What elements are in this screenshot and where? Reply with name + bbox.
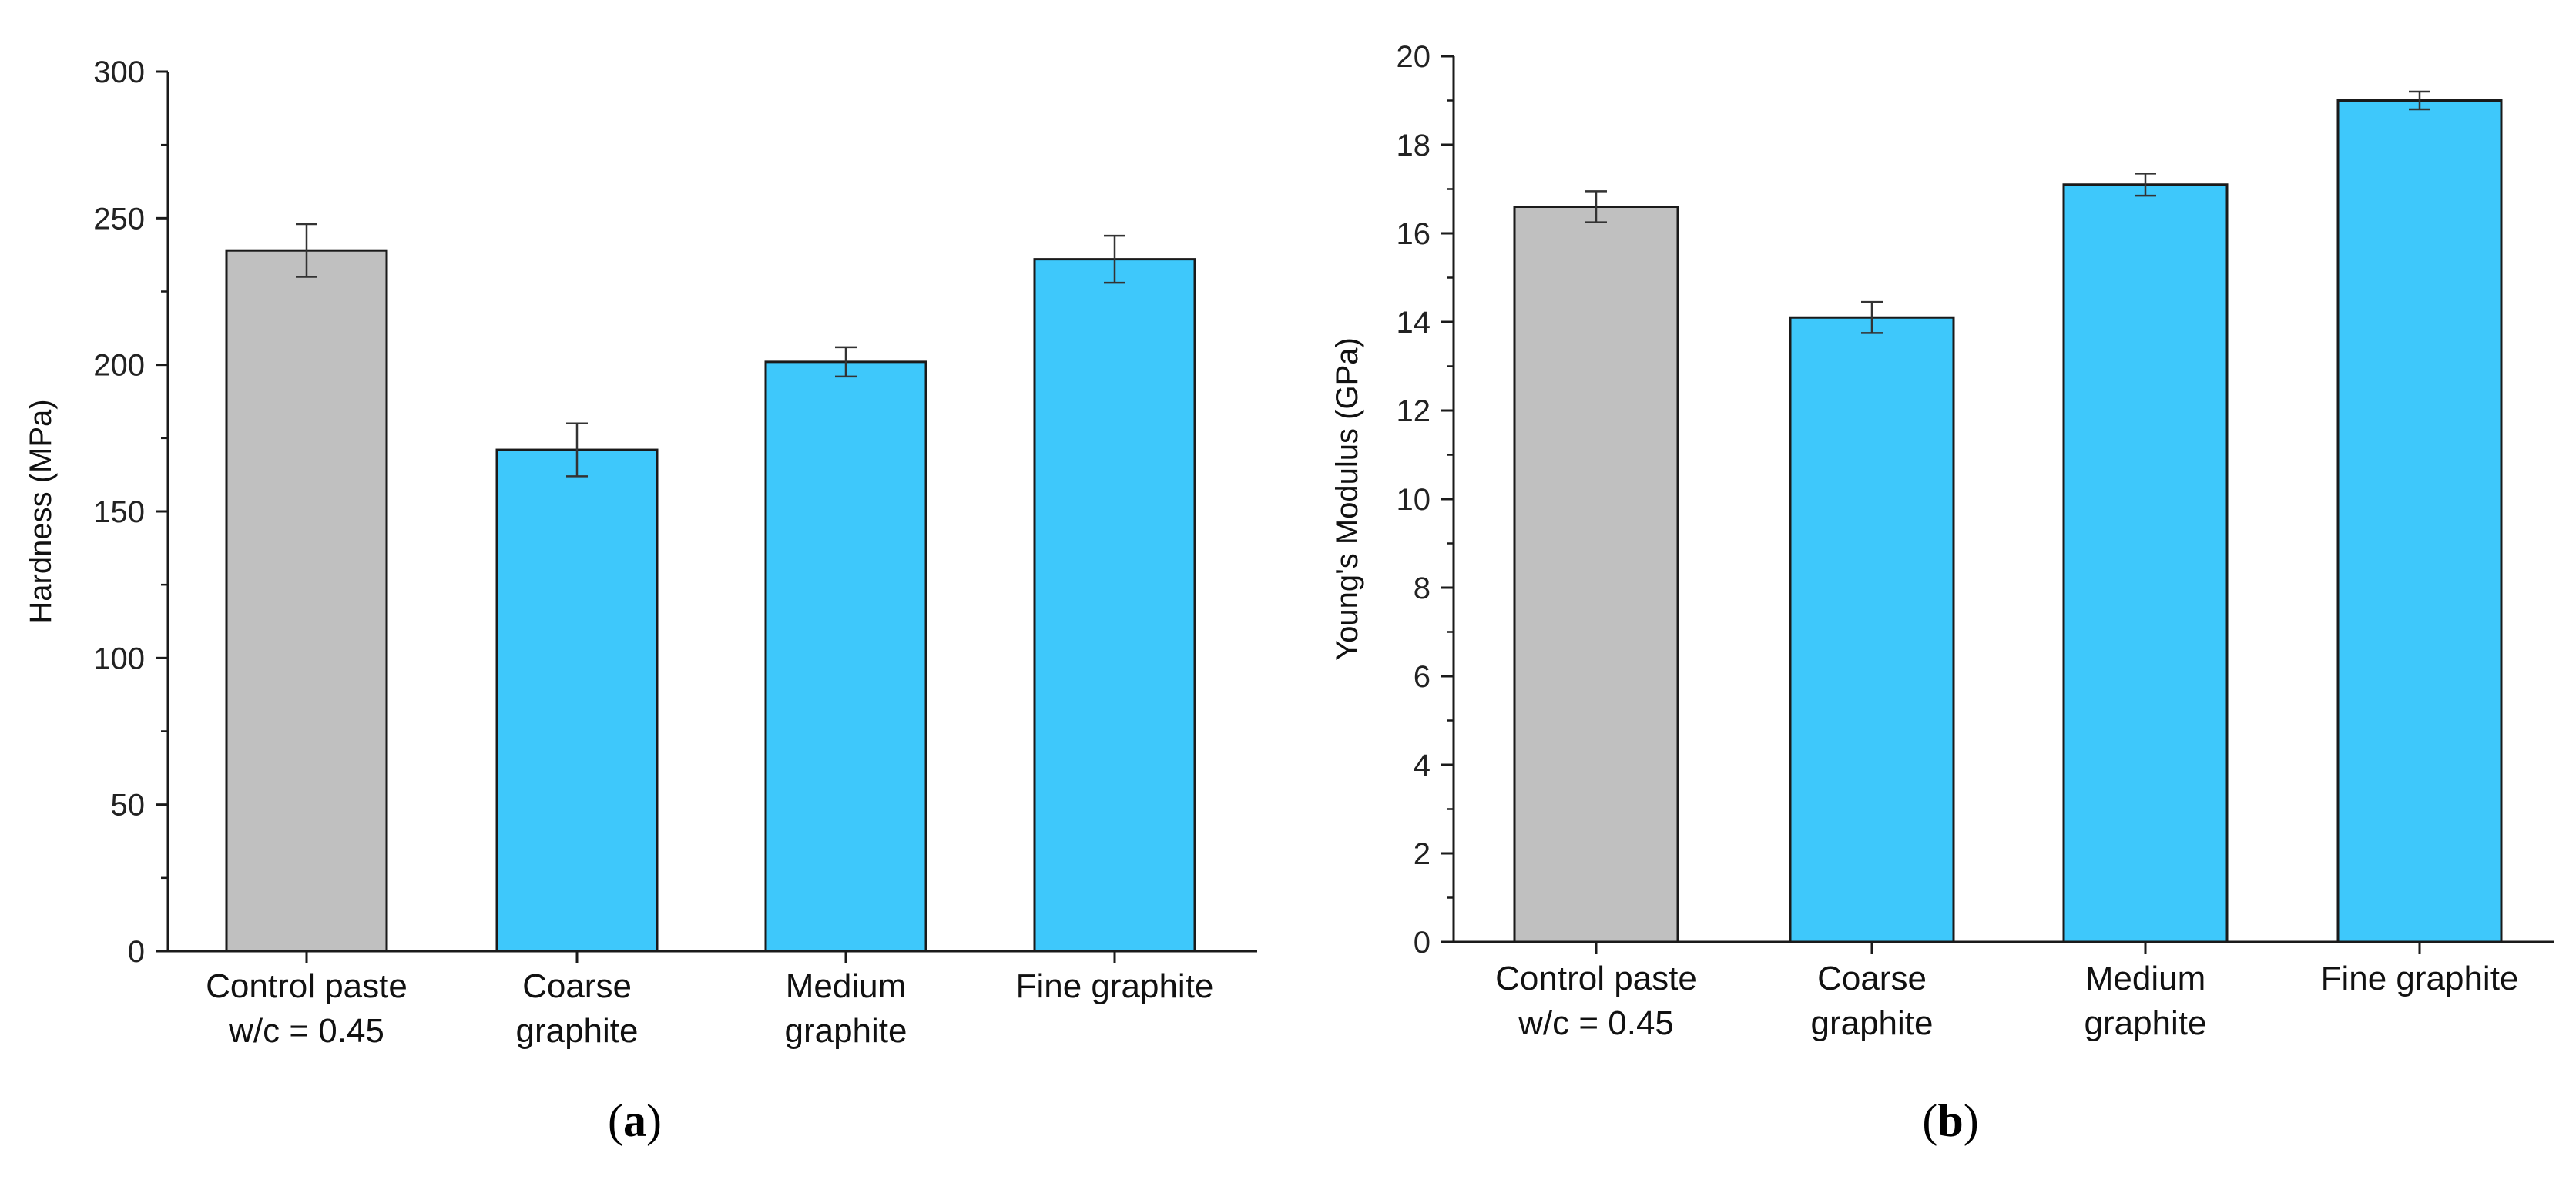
- caption-letter: b: [1937, 1095, 1963, 1146]
- bar-b-0: [1513, 206, 1679, 943]
- x-tick-label-a-2: Medium graphite: [784, 967, 907, 1050]
- bar-a-2: [764, 360, 927, 953]
- y-tick-label-b: 20: [1397, 40, 1431, 74]
- x-tick-label-line: Medium: [2085, 960, 2206, 997]
- x-tick-label-line: graphite: [515, 1012, 638, 1050]
- bar-a-0: [225, 249, 388, 953]
- x-tick-label-line: graphite: [2084, 1004, 2206, 1042]
- y-tick-label-b: 10: [1397, 483, 1431, 517]
- bar-b-1: [1789, 316, 1955, 943]
- caption-paren-open: (: [608, 1095, 623, 1146]
- error-bar-b-3: [2409, 90, 2430, 111]
- error-bar-a-2: [835, 346, 857, 378]
- y-tick-label-b: 2: [1414, 837, 1431, 871]
- x-tick-label-b-0: Control paste w/c = 0.45: [1495, 960, 1697, 1042]
- panel-a-hardness-chart: 0 50 100 150 200 250 300 Control paste w/c = 0.4…: [24, 55, 1257, 1146]
- panel-caption-a: (a): [608, 1095, 662, 1146]
- panel-caption-b: (b): [1922, 1095, 1978, 1146]
- x-tick-label-b-2: Medium graphite: [2084, 960, 2206, 1042]
- caption-paren-close: ): [1964, 1095, 1979, 1146]
- y-tick-label-b: 0: [1414, 926, 1431, 960]
- error-bar-a-0: [296, 223, 317, 278]
- caption-paren-open: (: [1922, 1095, 1937, 1146]
- error-bar-a-3: [1104, 234, 1125, 284]
- x-tick-label-b-3: Fine graphite: [2321, 960, 2519, 997]
- x-tick-label-b-1: Coarse graphite: [1810, 960, 1933, 1042]
- x-tick-label-line: Coarse: [1817, 960, 1927, 997]
- x-tick-label-a-0: Control paste w/c = 0.45: [206, 967, 408, 1050]
- bar-a-1: [495, 448, 659, 953]
- y-tick-label-b: 18: [1397, 129, 1431, 163]
- x-tick-label-line: graphite: [1810, 1004, 1933, 1042]
- caption-letter: a: [623, 1095, 646, 1146]
- caption-paren-close: ): [646, 1095, 662, 1146]
- panel-b-youngs-modulus-chart: 0 2 4 6 8 10 12 14 16 18 20 Control paste w/c = 0.45…: [1330, 40, 2554, 1146]
- x-tick-label-a-3: Fine graphite: [1016, 967, 1214, 1005]
- x-tick-label-line: Control paste: [1495, 960, 1697, 997]
- y-tick-label-a: 50: [111, 789, 146, 823]
- error-bar-b-0: [1585, 190, 1607, 223]
- bar-b-3: [2336, 99, 2503, 943]
- error-bar-b-1: [1861, 300, 1883, 334]
- x-tick-label-line: w/c = 0.45: [228, 1012, 384, 1050]
- y-tick-label-a: 100: [93, 642, 145, 675]
- y-tick-label-a: 200: [93, 349, 145, 383]
- y-tick-label-b: 16: [1397, 217, 1431, 251]
- y-axis-title-b: Young's Modulus (GPa): [1330, 337, 1364, 661]
- y-tick-label-b: 14: [1397, 306, 1431, 340]
- x-tick-label-line: Fine graphite: [1016, 967, 1214, 1005]
- x-tick-label-line: Control paste: [206, 967, 408, 1005]
- y-tick-label-b: 6: [1414, 660, 1431, 694]
- x-tick-label-line: Medium: [786, 967, 907, 1005]
- x-tick-label-a-1: Coarse graphite: [515, 967, 638, 1050]
- y-tick-label-a: 250: [93, 202, 145, 236]
- error-bar-a-1: [566, 422, 588, 478]
- bar-b-2: [2062, 183, 2229, 943]
- x-tick-label-line: w/c = 0.45: [1518, 1004, 1674, 1042]
- y-tick-label-a: 150: [93, 495, 145, 529]
- y-tick-label-a: 300: [93, 55, 145, 89]
- x-tick-label-line: graphite: [784, 1012, 907, 1050]
- y-axis-title-a: Hardness (MPa): [24, 399, 58, 623]
- error-bar-b-2: [2135, 173, 2156, 197]
- y-tick-label-b: 8: [1414, 571, 1431, 605]
- x-tick-label-line: Coarse: [522, 967, 632, 1005]
- y-tick-label-b: 12: [1397, 394, 1431, 428]
- x-tick-label-line: Fine graphite: [2321, 960, 2519, 997]
- bar-a-3: [1033, 258, 1196, 953]
- y-tick-label-b: 4: [1414, 749, 1431, 783]
- y-tick-label-a: 0: [128, 935, 145, 969]
